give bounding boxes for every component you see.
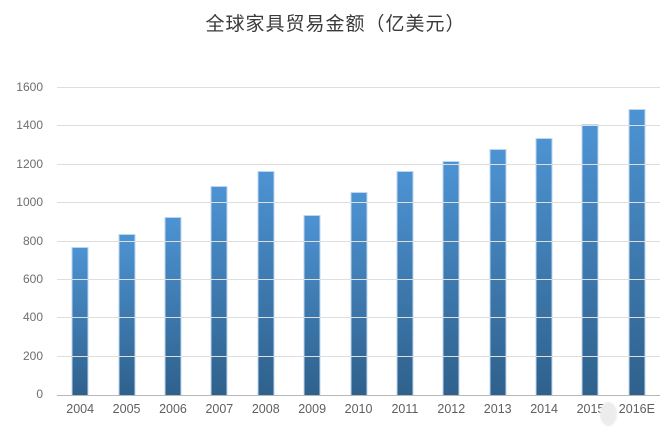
bar-slot [289,88,335,395]
bar-2011 [396,170,414,395]
gridline [57,202,660,204]
gridline [57,355,660,357]
bar-2007 [210,185,228,395]
gridline [57,87,660,88]
x-tick-label: 2010 [344,402,373,416]
bar-slot [335,88,381,395]
bar-slot [243,88,289,395]
bar-slot [521,88,567,395]
bar-slot [428,88,474,395]
bar-2006 [164,216,182,395]
y-tick-label: 200 [22,348,43,363]
x-axis-labels: 2004 2005 2006 2007 2008 2009 2010 2011 2012 2013… [57,402,660,420]
bar-slot [614,88,660,395]
y-tick-label: 1400 [16,118,43,133]
bar-2013 [489,149,507,395]
x-tick-label: 2004 [66,402,95,416]
y-axis-labels: 0 200 400 600 800 1000 1200 1400 1600 [0,81,47,401]
x-tick-label: 2008 [251,402,280,416]
x-axis-line [57,395,660,396]
bar-2008 [257,170,275,395]
bar-2009 [303,214,321,395]
y-tick-label: 1000 [16,195,43,210]
x-tick-label: 2013 [483,402,512,416]
gridline [57,125,660,127]
x-tick-label: 2006 [159,402,187,416]
watermark-blob [600,402,617,426]
y-tick-label: 600 [22,271,43,286]
x-tick-label: 2007 [205,402,234,416]
bars-container [57,88,660,395]
x-tick-label: 2011 [391,402,419,416]
x-tick-label: 2015 [576,402,605,416]
y-tick-label: 800 [22,233,43,248]
bar-2015 [581,124,599,395]
bar-slot [475,88,521,395]
bar-2012 [442,160,460,395]
y-tick-label: 0 [36,387,43,401]
bar-slot [57,88,103,395]
gridline [57,317,660,319]
bar-slot [382,88,428,395]
x-tick-label: 2016E [618,402,655,416]
bar-slot [196,88,242,395]
y-tick-label: 400 [22,310,43,325]
chart-title: 全球家具贸易金额（亿美元） [205,14,466,35]
bar-slot [103,88,149,395]
bar-slot [567,88,613,395]
x-tick-label: 2005 [112,402,141,416]
bar-2010 [350,191,368,395]
y-tick-label: 1200 [16,156,43,171]
y-tick-label: 1600 [16,80,43,94]
bar-slot [150,88,196,395]
gridline [57,163,660,165]
bar-2016E [628,109,646,395]
x-tick-label: 2009 [298,402,327,416]
x-tick-label: 2012 [437,402,466,416]
x-tick-label: 2014 [530,402,558,416]
bar-2005 [118,233,136,395]
gridline [57,278,660,280]
bar-2004 [71,247,89,395]
gridline [57,240,660,242]
plot-area [57,87,660,396]
